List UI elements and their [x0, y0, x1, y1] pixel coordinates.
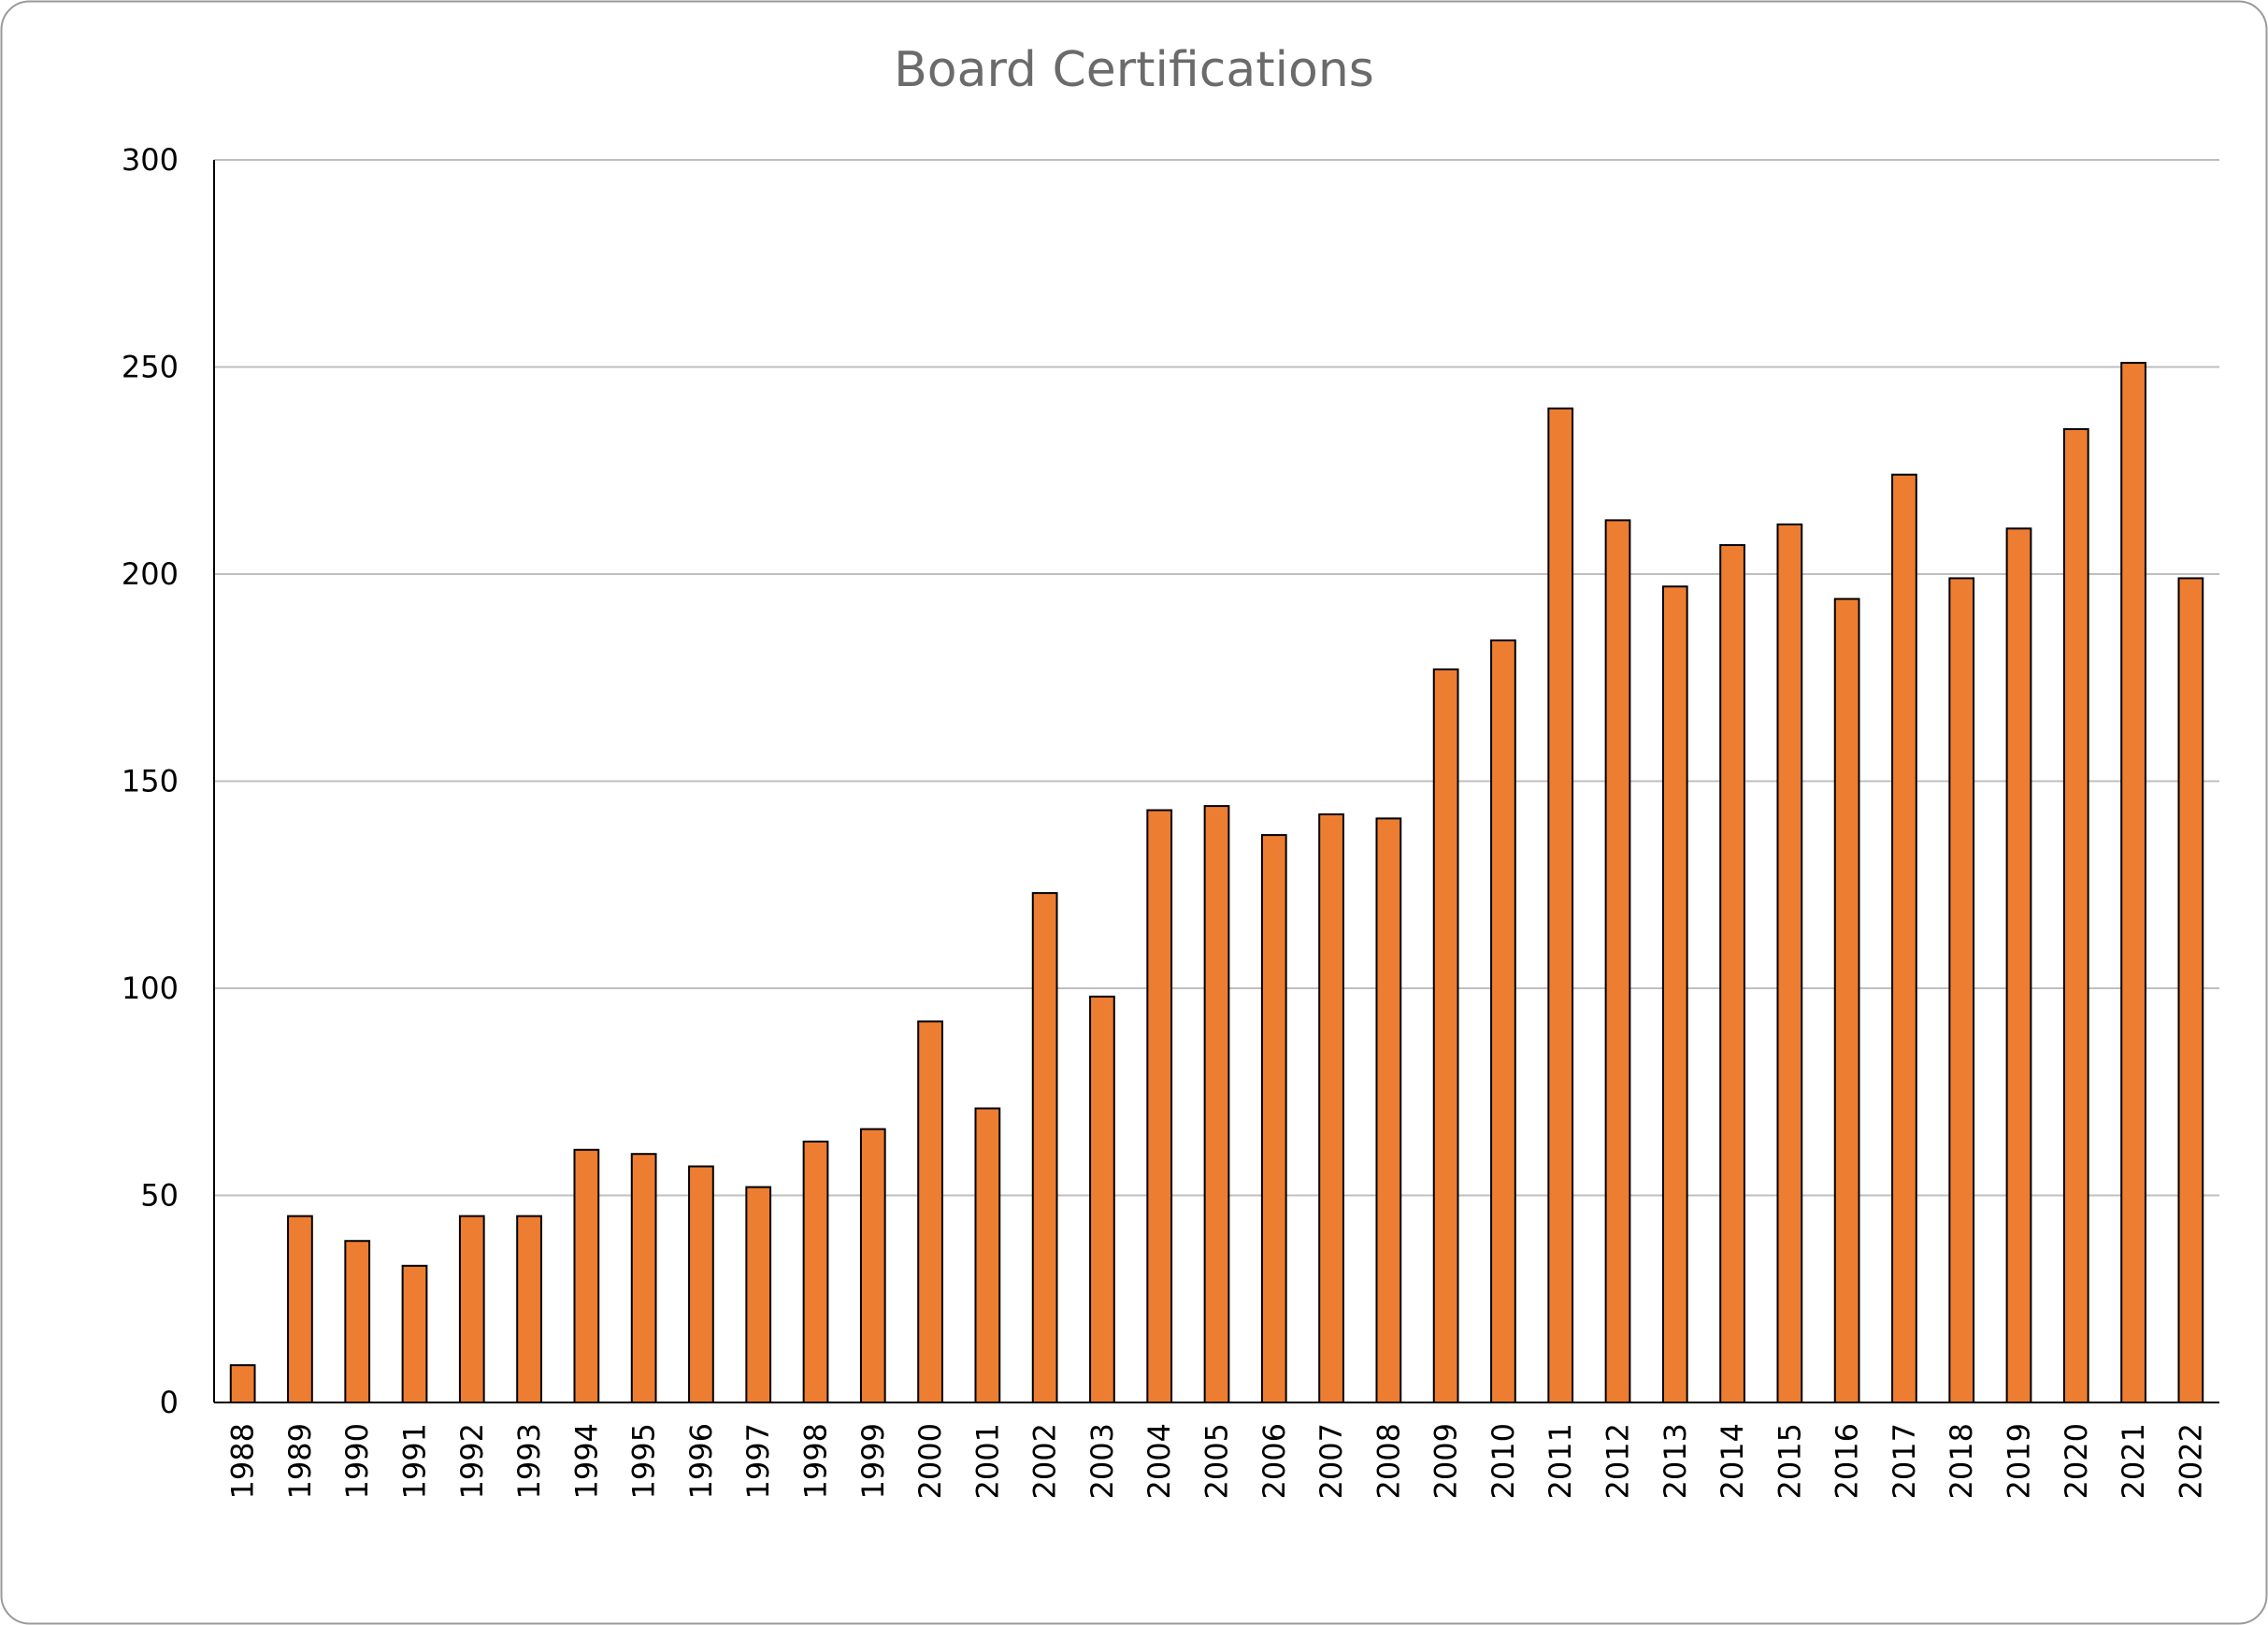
- x-tick-label: 2012: [1601, 1423, 1636, 1499]
- x-tick-label: 2004: [1141, 1423, 1177, 1499]
- axes: [213, 160, 2219, 1403]
- x-tick-label: 1996: [683, 1423, 719, 1499]
- x-tick-label: 2002: [1027, 1423, 1063, 1499]
- bar: [1547, 407, 1574, 1403]
- bar: [630, 1153, 657, 1403]
- x-tick-label: 2013: [1658, 1423, 1693, 1499]
- bar: [229, 1364, 256, 1404]
- bars: [229, 362, 2204, 1404]
- x-tick-label: 2014: [1715, 1423, 1750, 1499]
- bar: [1833, 597, 1860, 1403]
- bar: [2177, 577, 2204, 1403]
- x-tick-label: 2015: [1772, 1423, 1807, 1499]
- bar: [344, 1240, 371, 1403]
- bar: [1031, 892, 1058, 1403]
- x-tick-label: 2005: [1199, 1423, 1235, 1499]
- x-tick-label: 2001: [969, 1423, 1005, 1499]
- bar: [516, 1215, 542, 1404]
- bar: [1318, 812, 1344, 1403]
- bar: [1948, 577, 1975, 1403]
- bar: [745, 1186, 772, 1404]
- bar: [974, 1107, 1001, 1403]
- bar: [1604, 519, 1631, 1403]
- bar: [1203, 805, 1230, 1403]
- x-tick-label: 1993: [511, 1423, 547, 1499]
- y-tick-label: 0: [160, 1385, 179, 1420]
- bar: [2005, 527, 2032, 1403]
- bar: [1661, 585, 1688, 1403]
- chart-title: Board Certifications: [894, 42, 1374, 98]
- x-tick-label: 1994: [568, 1423, 604, 1499]
- x-tick-label: 2006: [1256, 1423, 1292, 1499]
- y-tick-label: 50: [140, 1178, 179, 1214]
- bar: [688, 1165, 714, 1403]
- x-tick-label: 1997: [740, 1423, 776, 1499]
- x-tick-label: 1992: [454, 1423, 490, 1499]
- bar: [859, 1128, 886, 1403]
- x-tick-label: 2021: [2116, 1423, 2151, 1499]
- gridlines: [214, 159, 2219, 1197]
- x-tick-label: 1999: [855, 1423, 891, 1499]
- bar: [2120, 362, 2146, 1404]
- x-tick-label: 2016: [1830, 1423, 1865, 1499]
- x-tick-label: 1998: [798, 1423, 834, 1499]
- x-tick-label: 1991: [397, 1423, 433, 1499]
- bar: [1490, 639, 1516, 1403]
- bar: [1891, 473, 1917, 1403]
- bar: [1719, 543, 1745, 1403]
- y-tick-label: 250: [122, 350, 179, 385]
- x-tick-label: 2010: [1486, 1423, 1521, 1499]
- x-tick-label: 2019: [2002, 1423, 2037, 1499]
- bar: [1089, 995, 1115, 1403]
- bar: [1375, 817, 1402, 1403]
- bar: [1776, 523, 1803, 1403]
- x-tick-label: 1988: [225, 1423, 261, 1499]
- bar: [2062, 427, 2089, 1404]
- bar: [573, 1148, 600, 1404]
- x-tick-label: 2018: [1944, 1423, 1979, 1499]
- x-tick-label: 2022: [2173, 1423, 2208, 1499]
- bar: [1146, 809, 1173, 1403]
- x-tick-label: 1990: [339, 1423, 375, 1499]
- x-tick-label: 2020: [2059, 1423, 2094, 1499]
- x-tick-label: 2011: [1543, 1423, 1578, 1499]
- x-tick-label: 2009: [1428, 1423, 1464, 1499]
- y-tick-label: 200: [122, 556, 179, 592]
- y-tick-label: 150: [122, 764, 179, 799]
- x-tick-label: 2007: [1313, 1423, 1349, 1499]
- y-axis-tick-labels: 0 50 100 150 200 250 300: [122, 142, 179, 1420]
- y-tick-label: 300: [122, 142, 179, 178]
- bar: [401, 1264, 428, 1404]
- bar: [917, 1020, 943, 1403]
- x-tick-label: 2003: [1084, 1423, 1120, 1499]
- x-tick-label: 2008: [1371, 1423, 1406, 1499]
- x-tick-label: 1995: [626, 1423, 662, 1499]
- bar: [1432, 668, 1459, 1403]
- x-tick-label: 2000: [912, 1423, 948, 1499]
- y-tick-label: 100: [122, 971, 179, 1006]
- x-axis-tick-labels: 1988 1989 1990 1991 1992 1993 1994 1995 1996 1997…: [225, 1423, 2209, 1499]
- bar: [458, 1215, 485, 1404]
- bar: [802, 1140, 829, 1404]
- x-tick-label: 2017: [1887, 1423, 1922, 1499]
- bar: [287, 1215, 313, 1404]
- bar: [1260, 834, 1287, 1403]
- x-tick-label: 1989: [282, 1423, 318, 1499]
